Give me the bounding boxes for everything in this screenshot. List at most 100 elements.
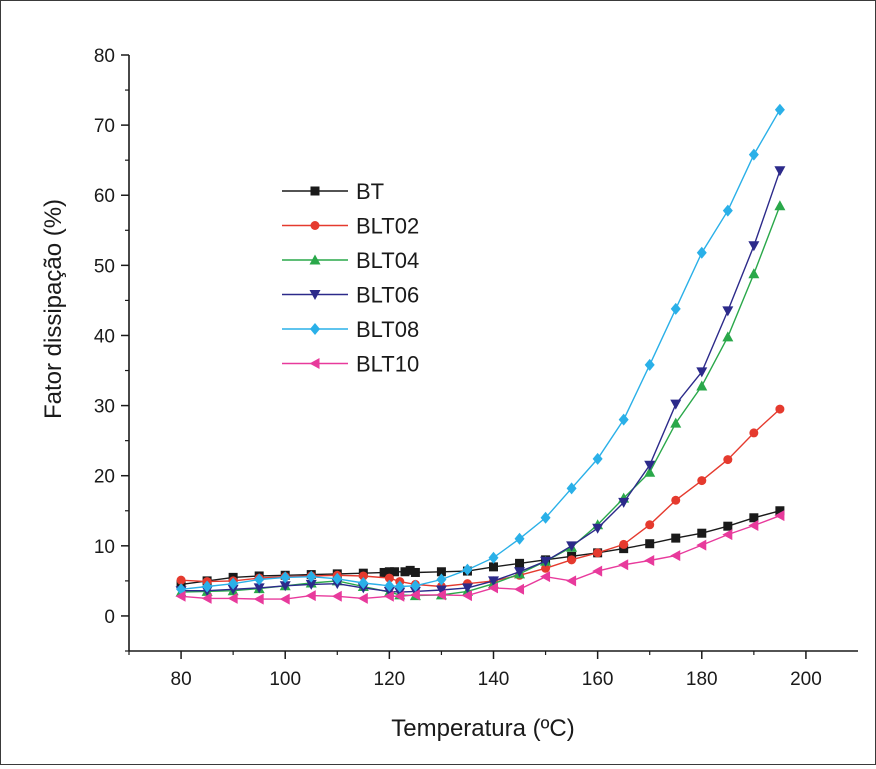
data-point (515, 558, 525, 568)
series-line (181, 109, 781, 590)
data-point (748, 241, 760, 252)
data-point (390, 567, 400, 577)
data-point (461, 590, 472, 602)
data-point (540, 571, 551, 583)
data-point (619, 539, 629, 549)
data-point (462, 563, 473, 576)
data-point (332, 572, 343, 585)
data-point (775, 506, 785, 516)
data-point (202, 580, 213, 593)
data-point (670, 399, 682, 410)
data-point (488, 551, 499, 564)
series-line (181, 408, 781, 588)
data-point (436, 573, 447, 586)
data-point (279, 581, 291, 592)
data-point (749, 513, 759, 523)
data-point (201, 592, 212, 604)
data-point (410, 567, 420, 577)
data-point (748, 519, 759, 531)
series-line (181, 170, 781, 593)
legend-item-blt06: BLT06 (282, 283, 419, 308)
data-point (774, 103, 785, 116)
data-point (567, 555, 577, 565)
y-tick-label: 40 (94, 326, 115, 347)
axes: 80 100 120 140 160 180 200 0 10 20 30 40 50 60 70 80 (94, 46, 858, 690)
y-tick-label: 50 (94, 256, 115, 277)
x-tick-label: 180 (686, 669, 718, 690)
legend-item-blt08: BLT08 (282, 317, 419, 342)
data-point (696, 367, 708, 378)
legend-marker (309, 290, 321, 300)
series-line (181, 510, 781, 586)
data-point (774, 166, 786, 177)
data-point (514, 567, 526, 578)
data-point (749, 428, 759, 438)
data-point (489, 562, 498, 572)
legend-item-blt02: BLT02 (282, 214, 419, 239)
x-tick-label: 120 (374, 669, 406, 690)
data-point (697, 528, 707, 538)
data-point (410, 579, 421, 592)
x-axis-label: Temperatura (ºC) (391, 715, 574, 742)
x-tick-label: 200 (790, 669, 822, 690)
y-tick-label: 0 (104, 607, 115, 628)
data-point (723, 521, 733, 531)
series-blt08 (176, 103, 785, 596)
series-bt (176, 506, 785, 589)
plot-area (175, 103, 786, 605)
data-point (405, 565, 415, 575)
data-point (723, 455, 733, 465)
legend-label: BLT06 (356, 283, 419, 308)
data-point (540, 556, 552, 567)
y-tick-label: 60 (94, 186, 115, 207)
legend-item-bt: BT (282, 179, 384, 204)
data-point (670, 417, 682, 428)
data-point (645, 539, 655, 549)
data-point (644, 555, 655, 567)
legend-label: BLT10 (356, 352, 419, 377)
legend-marker (309, 254, 321, 265)
data-point (748, 148, 759, 161)
data-point (305, 579, 317, 590)
data-point (227, 584, 239, 595)
data-point (394, 590, 405, 602)
data-point (722, 306, 734, 317)
legend-item-blt10: BLT10 (282, 352, 419, 377)
data-point (435, 585, 447, 596)
data-point (671, 495, 681, 505)
data-point (253, 593, 264, 605)
data-point (379, 567, 389, 577)
data-point (670, 302, 681, 315)
data-point (722, 204, 733, 217)
data-point (400, 567, 410, 577)
data-point (394, 580, 405, 593)
legend-label: BLT08 (356, 317, 419, 342)
data-point (383, 590, 394, 602)
legend-label: BLT04 (356, 248, 419, 273)
data-point (645, 520, 655, 530)
legend-marker (310, 221, 320, 230)
data-point (253, 583, 265, 594)
data-point (670, 550, 681, 562)
legend-marker (309, 358, 320, 369)
data-point (644, 466, 656, 477)
data-point (305, 590, 316, 602)
data-point (488, 582, 498, 594)
data-point (228, 577, 239, 590)
y-axis-label: Fator dissipação (%) (40, 199, 67, 419)
data-point (383, 586, 395, 597)
data-point (618, 413, 629, 426)
data-point (774, 200, 786, 211)
data-point (566, 541, 578, 552)
data-point (435, 589, 446, 601)
data-point (696, 380, 708, 391)
data-point (592, 523, 604, 534)
series-line (181, 205, 781, 597)
legend-marker (310, 323, 320, 335)
data-point (280, 571, 291, 584)
y-tick-label: 30 (94, 397, 115, 418)
data-point (592, 565, 603, 577)
x-tick-label: 100 (269, 669, 301, 690)
